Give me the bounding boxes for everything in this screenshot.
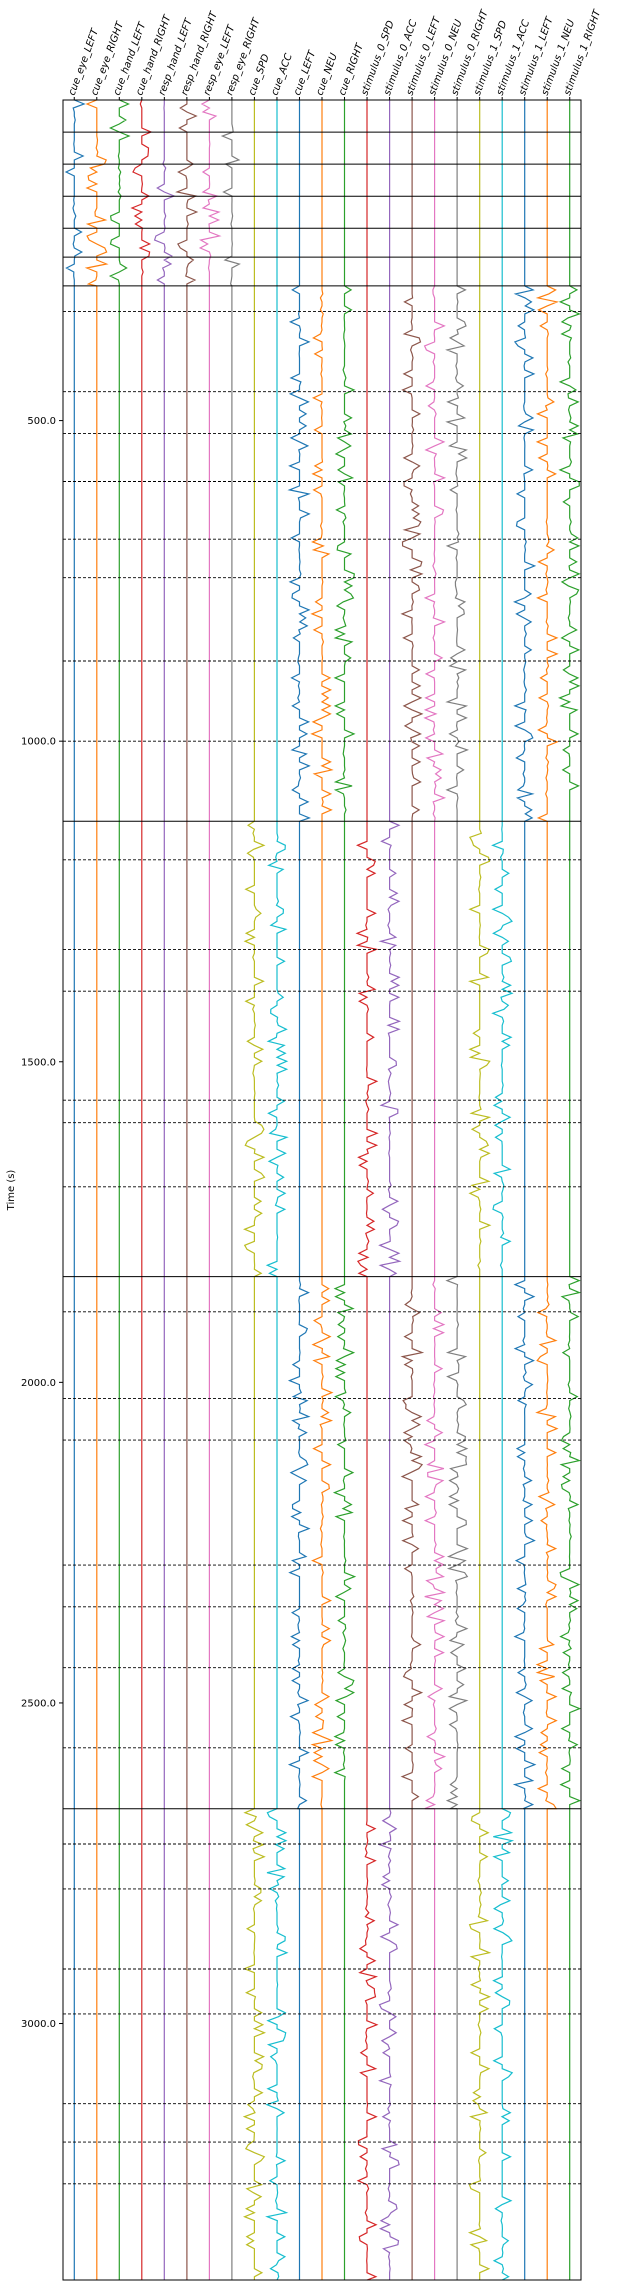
- trace-stimulus_1_RIGHT: [559, 1276, 582, 1809]
- x-tick-label: cue_NEU: [314, 51, 340, 97]
- trace-stimulus_0_SPD: [355, 821, 379, 1278]
- column-stimulus_0_RIGHT: [445, 100, 470, 2280]
- trace-cue_hand_LEFT: [108, 99, 131, 286]
- trace-cue_SPD: [243, 820, 266, 1278]
- column-cue_hand_RIGHT: [130, 99, 153, 2280]
- trace-stimulus_1_NEU: [535, 1276, 559, 1810]
- trace-cue_LEFT: [287, 1276, 311, 1810]
- column-stimulus_0_LEFT: [400, 100, 425, 2280]
- trace-cue_RIGHT: [332, 1276, 357, 1809]
- trace-cue_hand_RIGHT: [130, 99, 153, 286]
- y-tick-label: 2500.0: [21, 1698, 56, 1709]
- y-tick-label: 1500.0: [21, 1057, 56, 1068]
- boundary-lines: [63, 99, 581, 2281]
- column-stimulus_1_NEU: [535, 100, 560, 2280]
- trace-stimulus_1_SPD: [467, 1808, 492, 2280]
- trace-stimulus_1_RIGHT: [557, 285, 581, 822]
- y-tick-label: 2000.0: [21, 1378, 56, 1389]
- column-cue_ACC: [265, 100, 289, 2281]
- trace-stimulus_0_RIGHT: [445, 1276, 469, 1810]
- y-tick-label: 500.0: [27, 416, 56, 427]
- column-resp_eye_LEFT: [198, 99, 222, 2280]
- trace-resp_hand_LEFT: [153, 100, 176, 286]
- trace-stimulus_0_RIGHT: [445, 285, 470, 822]
- column-cue_RIGHT: [332, 100, 357, 2280]
- column-cue_eye_RIGHT: [84, 99, 109, 2280]
- trace-cue_eye_RIGHT: [84, 99, 109, 287]
- y-axis-label: Time (s): [6, 1170, 17, 1212]
- column-stimulus_1_LEFT: [512, 100, 537, 2280]
- x-tick-label: cue_LEFT: [292, 49, 319, 98]
- y-axis: 500.0 1000.0 1500.0 2000.0 2500.0 3000.0: [21, 416, 63, 2030]
- trace-cue_ACC: [265, 821, 289, 1278]
- trace-stimulus_0_ACC: [378, 820, 402, 1278]
- column-stimulus_0_ACC: [377, 100, 402, 2280]
- trace-stimulus_1_SPD: [467, 821, 492, 1277]
- x-tick-label: cue_SPD: [247, 52, 272, 97]
- x-axis-labels: cue_eye_LEFTcue_eye_RIGHTcue_hand_LEFTcu…: [67, 8, 604, 100]
- trace-cue_ACC: [265, 1808, 289, 2281]
- y-tick-label: 1000.0: [21, 737, 56, 748]
- trace-stimulus_0_NEU: [423, 1276, 447, 1810]
- column-cue_LEFT: [287, 100, 311, 2280]
- y-tick-label: 3000.0: [21, 2019, 56, 2030]
- trace-stimulus_1_ACC: [491, 821, 514, 1277]
- column-cue_eye_LEFT: [64, 99, 86, 2280]
- trace-cue_RIGHT: [333, 285, 356, 822]
- trace-cue_LEFT: [287, 285, 311, 822]
- trace-resp_eye_LEFT: [198, 99, 222, 286]
- column-resp_hand_LEFT: [153, 100, 176, 2280]
- trace-resp_hand_RIGHT: [175, 100, 199, 286]
- column-stimulus_1_RIGHT: [557, 100, 582, 2280]
- trace-resp_eye_RIGHT: [220, 100, 241, 287]
- column-cue_hand_LEFT: [108, 99, 131, 2280]
- regressor-traces: [64, 99, 582, 2281]
- column-resp_hand_RIGHT: [175, 100, 199, 2280]
- trace-stimulus_0_SPD: [356, 1808, 379, 2281]
- trace-stimulus_0_NEU: [423, 285, 447, 822]
- column-cue_NEU: [310, 100, 334, 2280]
- column-stimulus_1_SPD: [467, 100, 492, 2280]
- column-resp_eye_RIGHT: [220, 100, 241, 2280]
- trace-stimulus_1_LEFT: [512, 1276, 537, 1810]
- trace-stimulus_1_LEFT: [512, 285, 537, 822]
- trace-cue_eye_LEFT: [64, 99, 86, 286]
- column-stimulus_0_SPD: [355, 100, 379, 2281]
- trace-stimulus_1_NEU: [535, 285, 560, 822]
- trace-stimulus_1_ACC: [492, 1808, 515, 2281]
- trace-cue_SPD: [242, 1808, 267, 2280]
- trace-cue_NEU: [310, 1276, 334, 1809]
- column-stimulus_0_NEU: [423, 100, 447, 2280]
- column-cue_SPD: [242, 100, 267, 2280]
- trace-stimulus_0_LEFT: [400, 1276, 425, 1809]
- trace-stimulus_0_LEFT: [400, 285, 424, 822]
- trace-cue_NEU: [310, 285, 334, 822]
- column-stimulus_1_ACC: [491, 100, 515, 2281]
- x-tick-label: cue_ACC: [269, 52, 294, 97]
- trace-stimulus_0_ACC: [377, 1808, 400, 2280]
